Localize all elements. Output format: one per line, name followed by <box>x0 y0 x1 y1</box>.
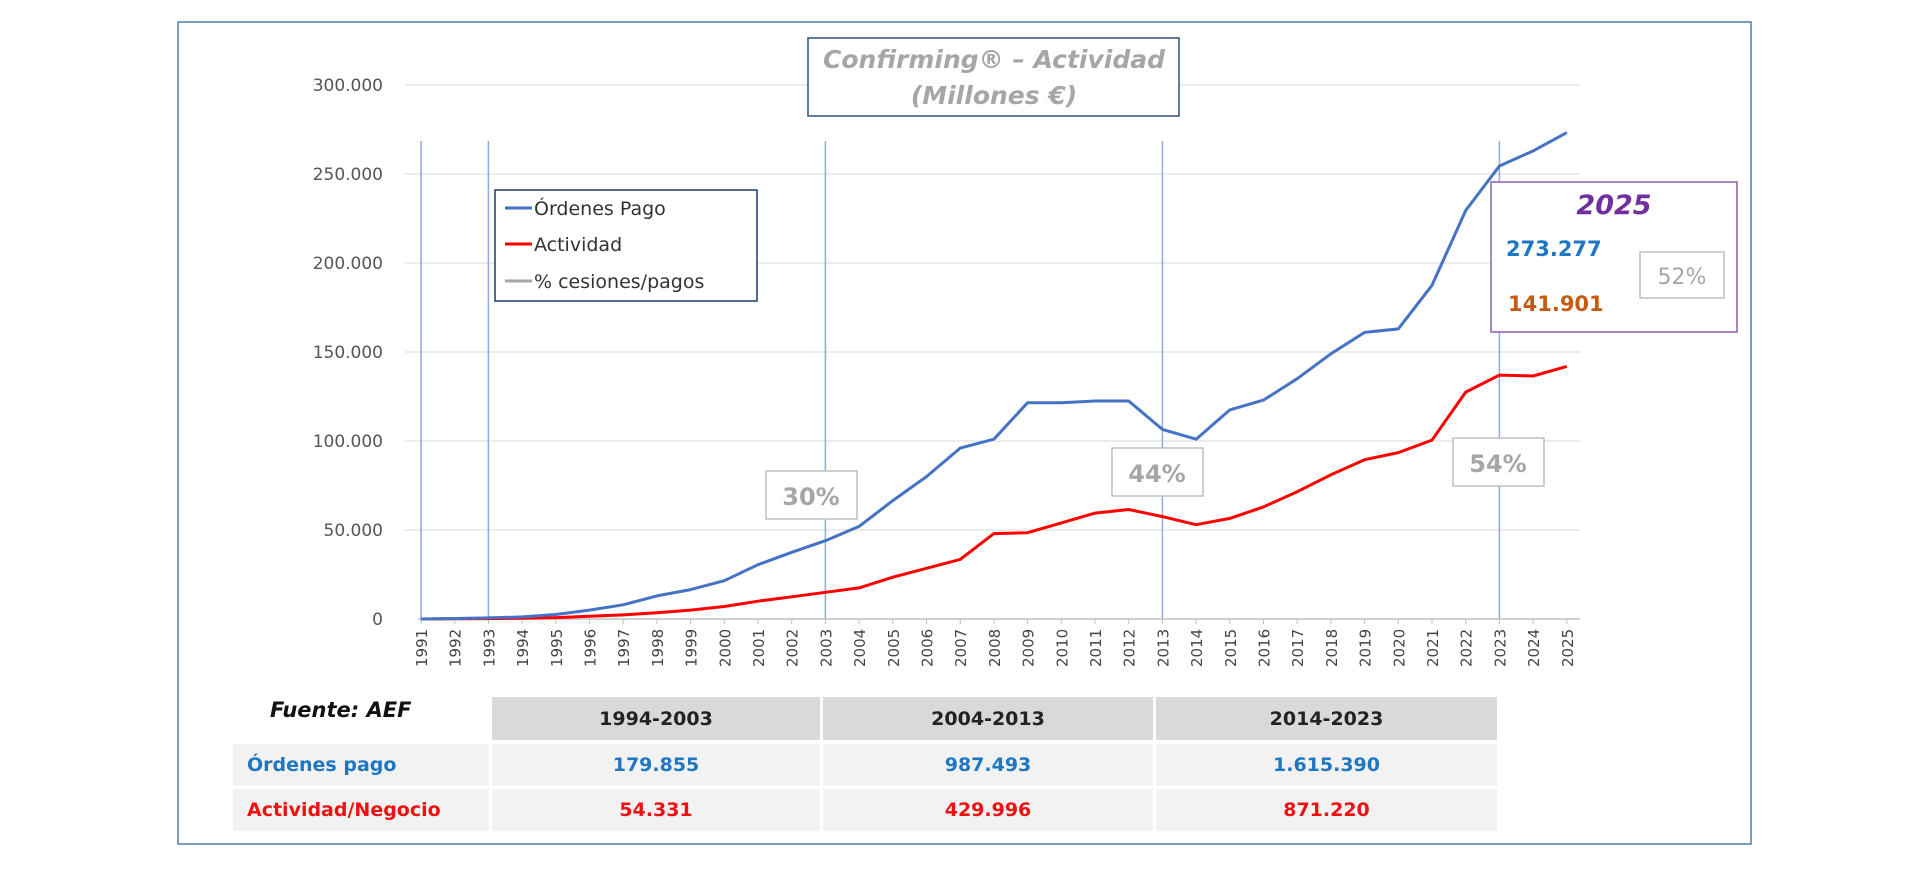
y-tick-label: 200.000 <box>313 254 383 274</box>
x-tick-label: 2009 <box>1020 629 1038 667</box>
x-tick-label: 2020 <box>1390 629 1408 667</box>
x-tick-label: 1994 <box>514 629 532 667</box>
x-tick-label: 1996 <box>582 629 600 667</box>
table-header-2004-2013: 2004-2013 <box>823 697 1153 740</box>
table-cell-actividad-1: 54.331 <box>492 789 820 831</box>
x-axis-ticks: 1991 1992 1993 1994 1995 1996 1997 1998 1999 2000… <box>413 619 1577 667</box>
x-tick-label: 2021 <box>1424 629 1442 667</box>
x-tick-label: 2024 <box>1525 629 1543 667</box>
x-tick-label: 1999 <box>683 629 701 667</box>
x-tick-label: 2010 <box>1053 629 1071 667</box>
title-box <box>807 37 1180 117</box>
x-tick-label: 1992 <box>447 629 465 667</box>
table-header-2014-2023: 2014-2023 <box>1156 697 1497 740</box>
table-cell-actividad-3: 871.220 <box>1156 789 1497 831</box>
x-tick-label: 2012 <box>1121 629 1139 667</box>
x-tick-label: 2011 <box>1087 629 1105 667</box>
x-tick-label: 2013 <box>1154 629 1172 667</box>
annotation-box-2023 <box>1452 437 1545 487</box>
callout-pct-box <box>1639 251 1725 299</box>
table-row-label-ordenes: Órdenes pago <box>233 744 489 786</box>
series-line-ordenes-pago <box>420 131 1568 621</box>
table-header-1994-2003: 1994-2003 <box>492 697 820 740</box>
outer-border <box>177 21 1752 845</box>
y-tick-label: 150.000 <box>313 343 383 363</box>
chart-title: Confirming® – Actividad <box>823 45 1166 74</box>
callout-ordenes-value: 273.277 <box>1506 237 1602 261</box>
gridlines <box>405 84 1580 531</box>
x-tick-label: 2019 <box>1357 629 1375 667</box>
legend-label-ordenes: Órdenes Pago <box>534 196 666 220</box>
x-tick-label: 1991 <box>413 629 431 667</box>
x-tick-label: 2008 <box>986 629 1004 667</box>
x-tick-label: 2023 <box>1491 629 1509 667</box>
x-tick-label: 1997 <box>615 629 633 667</box>
callout-year: 2025 <box>1576 190 1651 221</box>
x-tick-label: 2014 <box>1188 629 1206 667</box>
x-tick-label: 2005 <box>885 629 903 667</box>
source-label: Fuente: AEF <box>270 698 412 722</box>
legend-label-actividad: Actividad <box>534 234 622 256</box>
x-tick-label: 1995 <box>548 629 566 667</box>
table-cell-actividad-2: 429.996 <box>823 789 1153 831</box>
y-tick-label: 300.000 <box>313 76 383 96</box>
x-tick-label: 2003 <box>817 629 835 667</box>
y-tick-label: 250.000 <box>313 165 383 185</box>
x-tick-label: 1993 <box>480 629 498 667</box>
x-tick-label: 2006 <box>919 629 937 667</box>
x-tick-label: 2018 <box>1323 629 1341 667</box>
table-cell-ordenes-1: 179.855 <box>492 744 820 786</box>
legend-label-cesiones: % cesiones/pagos <box>534 271 704 293</box>
table-row-label-actividad: Actividad/Negocio <box>233 789 489 831</box>
y-tick-label: 0 <box>372 610 383 630</box>
x-tick-label: 1998 <box>649 629 667 667</box>
series-line-actividad <box>420 364 1568 621</box>
annotation-box-2013 <box>1111 447 1204 497</box>
callout-pct: 52% <box>1658 265 1707 290</box>
x-tick-label: 2007 <box>952 629 970 667</box>
x-tick-label: 2002 <box>784 629 802 667</box>
annotation-2023: 54% <box>1469 450 1526 478</box>
series-lines <box>420 131 1568 621</box>
y-tick-label: 100.000 <box>313 432 383 452</box>
x-tick-label: 2016 <box>1256 629 1274 667</box>
legend-box <box>494 189 758 302</box>
table-cell-ordenes-3: 1.615.390 <box>1156 744 1497 786</box>
table-cell-ordenes-2: 987.493 <box>823 744 1153 786</box>
x-tick-label: 2022 <box>1458 629 1476 667</box>
x-tick-label: 2001 <box>750 629 768 667</box>
y-tick-label: 50.000 <box>324 521 383 541</box>
x-tick-label: 2015 <box>1222 629 1240 667</box>
x-tick-label: 2004 <box>851 629 869 667</box>
x-tick-label: 2000 <box>716 629 734 667</box>
y-axis-ticks: 0 50.000 100.000 150.000 200.000 250.000 300.0… <box>313 76 383 630</box>
x-tick-label: 2025 <box>1559 629 1577 667</box>
annotation-box-2003 <box>765 470 858 520</box>
annotation-2003: 30% <box>782 483 839 511</box>
callout-actividad-value: 141.901 <box>1508 292 1604 316</box>
annotation-2013: 44% <box>1128 460 1185 488</box>
chart-subtitle: (Millones €) <box>911 81 1077 110</box>
x-tick-label: 2017 <box>1289 629 1307 667</box>
